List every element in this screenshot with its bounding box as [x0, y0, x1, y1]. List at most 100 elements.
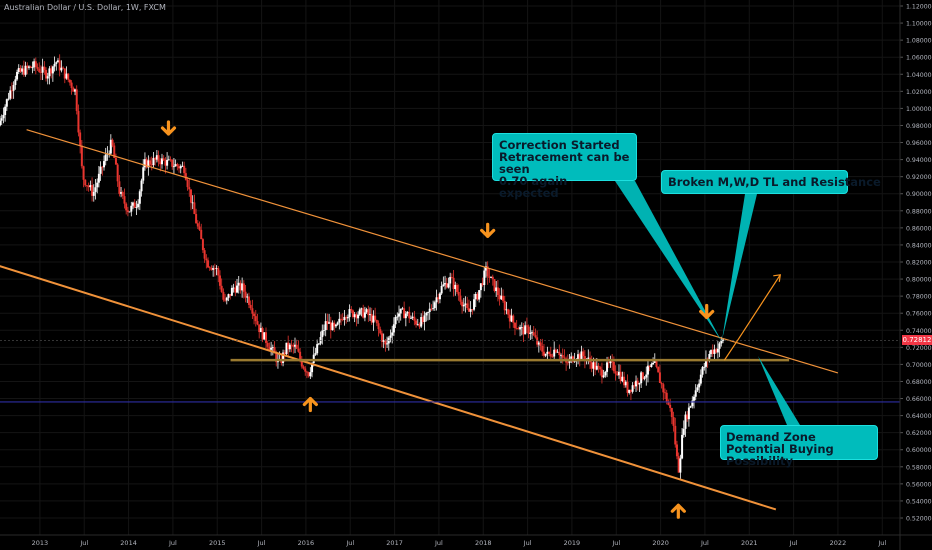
candle-body — [531, 332, 534, 334]
callout-3-pointer — [758, 356, 800, 425]
candle-body — [469, 309, 472, 312]
candle-body — [316, 344, 319, 354]
callout-correction-started[interactable]: Correction Started Retracement can be se… — [492, 133, 637, 199]
candle-body — [653, 360, 656, 363]
candle-body — [62, 67, 65, 69]
x-tick-label: 2013 — [32, 539, 49, 547]
x-tick-label: 2019 — [564, 539, 581, 547]
candle-body — [45, 69, 48, 79]
y-tick-label: 1.08000 — [906, 38, 932, 45]
candle-body — [39, 71, 42, 73]
candle-body — [708, 353, 711, 360]
candle-body — [4, 106, 7, 116]
y-tick-label: 0.54000 — [906, 498, 932, 505]
candle-body — [544, 353, 547, 356]
x-tick-label: Jul — [345, 539, 354, 547]
candle-body — [542, 351, 545, 356]
candle-body — [348, 309, 351, 318]
candle-body — [479, 283, 482, 291]
candle-body — [56, 60, 59, 63]
candle-body — [152, 158, 155, 166]
candle-body — [97, 173, 100, 183]
candle-body — [137, 203, 140, 208]
candle-body — [430, 308, 433, 310]
candle-body — [27, 66, 30, 68]
candle-body — [288, 344, 291, 350]
y-tick-label: 0.74000 — [906, 328, 932, 335]
candle-body — [636, 380, 639, 385]
candle-body — [604, 371, 607, 376]
candle-body — [159, 161, 162, 165]
candle-body — [406, 311, 409, 314]
y-tick-label: 0.92000 — [906, 174, 932, 181]
candle-body — [334, 324, 337, 327]
time-axis[interactable]: 2013 Jul 2014 Jul 2015 Jul 2016 Jul 2017 Jul 2018 J… — [0, 534, 932, 547]
candle-body — [457, 291, 460, 296]
candle-body — [128, 211, 131, 213]
candle-body — [694, 390, 697, 397]
candle-body — [172, 166, 175, 168]
candle-body — [631, 385, 634, 392]
y-tick-label: 0.70000 — [906, 362, 932, 369]
candle-body — [409, 317, 412, 319]
price-axis[interactable]: 1.12000 1.10000 1.08000 1.06000 1.04000 1.020… — [899, 0, 932, 550]
candle-body — [222, 291, 225, 300]
candle-body — [716, 348, 719, 353]
candle-body — [503, 300, 506, 311]
candle-body — [331, 322, 334, 331]
candle-body — [447, 283, 450, 288]
candle-body — [560, 355, 563, 356]
candle-body — [522, 327, 525, 335]
candle-body — [324, 321, 327, 331]
candle-body — [232, 287, 235, 289]
callout-2-pointer — [722, 194, 757, 340]
candle-body — [580, 351, 583, 360]
candle-body — [215, 268, 218, 269]
candle-body — [616, 373, 619, 376]
candle-body — [536, 337, 539, 345]
candle-body — [345, 316, 348, 319]
x-tick-label: 2018 — [475, 539, 492, 547]
candle-body — [290, 344, 293, 346]
lower-channel-line — [0, 265, 777, 511]
candle-body — [561, 355, 564, 358]
chart-grid — [0, 0, 900, 535]
candle-body — [317, 343, 320, 345]
candle-body — [592, 362, 595, 369]
candle-body — [423, 315, 426, 322]
candle-body — [619, 371, 622, 382]
y-tick-label: 0.62000 — [906, 430, 932, 437]
callout-broken-trendline[interactable]: Broken M,W,D TL and Resistance — [661, 170, 881, 194]
candle-body — [520, 327, 523, 328]
candle-body — [357, 314, 360, 319]
candle-body — [703, 366, 706, 368]
candle-body — [154, 158, 157, 160]
candle-body — [360, 308, 363, 310]
candle-body — [502, 295, 505, 301]
candle-body — [391, 332, 394, 336]
candle-body — [321, 330, 324, 338]
candle-body — [275, 353, 278, 363]
candle-body — [77, 110, 80, 133]
candle-body — [111, 139, 114, 146]
candle-body — [217, 268, 220, 276]
candle-body — [677, 456, 680, 473]
candle-body — [377, 323, 380, 330]
candle-body — [553, 349, 556, 357]
candle-body — [686, 414, 689, 420]
candle-body — [483, 270, 486, 286]
candle-body — [84, 179, 87, 186]
candle-body — [481, 283, 484, 286]
candle-body — [293, 344, 296, 347]
candle-body — [29, 66, 32, 68]
candle-body — [498, 295, 501, 300]
candle-body — [380, 333, 383, 342]
candle-body — [58, 60, 61, 71]
candle-body — [246, 296, 249, 298]
candle-body — [660, 382, 663, 385]
callout-demand-zone[interactable]: Demand Zone Potential Buying Possibility — [720, 425, 878, 467]
candle-body — [641, 372, 644, 379]
candle-body — [599, 367, 602, 370]
y-tick-label: 0.64000 — [906, 413, 932, 420]
